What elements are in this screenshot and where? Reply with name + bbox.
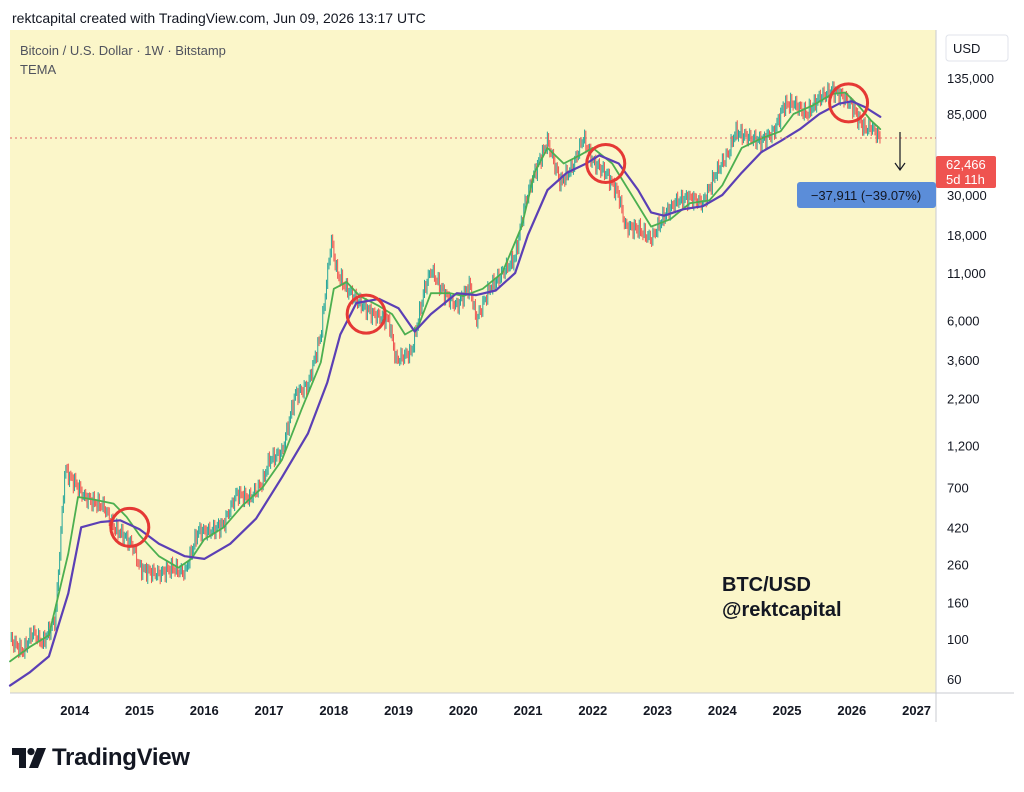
x-tick-label: 2025 bbox=[773, 703, 802, 718]
highlight-circle bbox=[345, 293, 387, 335]
current-price-label: 62,466 bbox=[946, 157, 986, 172]
x-tick-label: 2014 bbox=[60, 703, 90, 718]
y-axis-background bbox=[936, 30, 1014, 693]
x-tick-label: 2020 bbox=[449, 703, 478, 718]
x-tick-label: 2027 bbox=[902, 703, 931, 718]
y-tick-label: 11,000 bbox=[947, 266, 986, 281]
watermark-handle: @rektcapital bbox=[722, 599, 842, 621]
drop-annotation-box bbox=[797, 182, 936, 208]
currency-box[interactable] bbox=[945, 34, 1009, 62]
y-axis-ticks: 60 100 160 260 420 700 1,200 2,200 3,600 6,000 11,… bbox=[947, 71, 994, 687]
y-tick-label: 60 bbox=[947, 672, 961, 687]
tema-fast-line bbox=[9, 91, 882, 663]
x-tick-label: 2026 bbox=[837, 703, 866, 718]
x-axis-ticks: 2014 2015 2016 2017 2018 2019 2020 2021 2022 2023… bbox=[60, 703, 931, 718]
tradingview-logo-icon bbox=[12, 748, 46, 768]
currency-label: USD bbox=[953, 41, 980, 56]
x-tick-label: 2016 bbox=[190, 703, 219, 718]
y-tick-label: 260 bbox=[947, 558, 969, 573]
y-tick-label: 100 bbox=[947, 632, 969, 647]
highlight-circles-layer bbox=[109, 82, 870, 548]
x-tick-label: 2022 bbox=[578, 703, 607, 718]
y-tick-label: 1,200 bbox=[947, 439, 980, 454]
y-tick-label: 3,600 bbox=[947, 353, 980, 368]
x-tick-label: 2021 bbox=[514, 703, 543, 718]
drop-annotation-label: −37,911 (−39.07%) bbox=[811, 188, 921, 203]
x-tick-label: 2017 bbox=[255, 703, 284, 718]
highlight-circle bbox=[585, 142, 627, 184]
indicator-lines-layer bbox=[8, 91, 882, 687]
y-tick-label: 85,000 bbox=[947, 107, 987, 122]
highlight-circle bbox=[828, 82, 870, 124]
x-tick-label: 2018 bbox=[319, 703, 348, 718]
y-tick-label: 420 bbox=[947, 520, 969, 535]
x-tick-label: 2023 bbox=[643, 703, 672, 718]
y-tick-label: 135,000 bbox=[947, 71, 994, 86]
tradingview-logo: TradingView bbox=[12, 744, 190, 772]
chart[interactable]: 60 100 160 260 420 700 1,200 2,200 3,600 6,000 11,… bbox=[0, 30, 1024, 730]
y-tick-label: 700 bbox=[947, 481, 969, 496]
x-tick-label: 2015 bbox=[125, 703, 154, 718]
current-price-box bbox=[936, 156, 996, 188]
highlight-circle bbox=[109, 506, 151, 548]
tradingview-brand-text: TradingView bbox=[52, 744, 190, 771]
x-tick-label: 2024 bbox=[708, 703, 738, 718]
watermark-symbol: BTC/USD bbox=[722, 574, 811, 596]
y-tick-label: 6,000 bbox=[947, 313, 980, 328]
y-tick-label: 18,000 bbox=[947, 228, 987, 243]
y-tick-label: 160 bbox=[947, 595, 969, 610]
down-arrow-icon bbox=[894, 132, 906, 172]
chart-header: rektcapital created with TradingView.com… bbox=[12, 10, 426, 26]
tema-slow-line bbox=[8, 100, 882, 687]
chart-indicator-name: TEMA bbox=[20, 62, 56, 77]
x-tick-label: 2019 bbox=[384, 703, 413, 718]
y-tick-label: 2,200 bbox=[947, 391, 980, 406]
y-tick-label: 30,000 bbox=[947, 188, 987, 203]
current-price-countdown: 5d 11h bbox=[946, 172, 985, 187]
chart-title: Bitcoin / U.S. Dollar · 1W · Bitstamp bbox=[20, 43, 226, 58]
